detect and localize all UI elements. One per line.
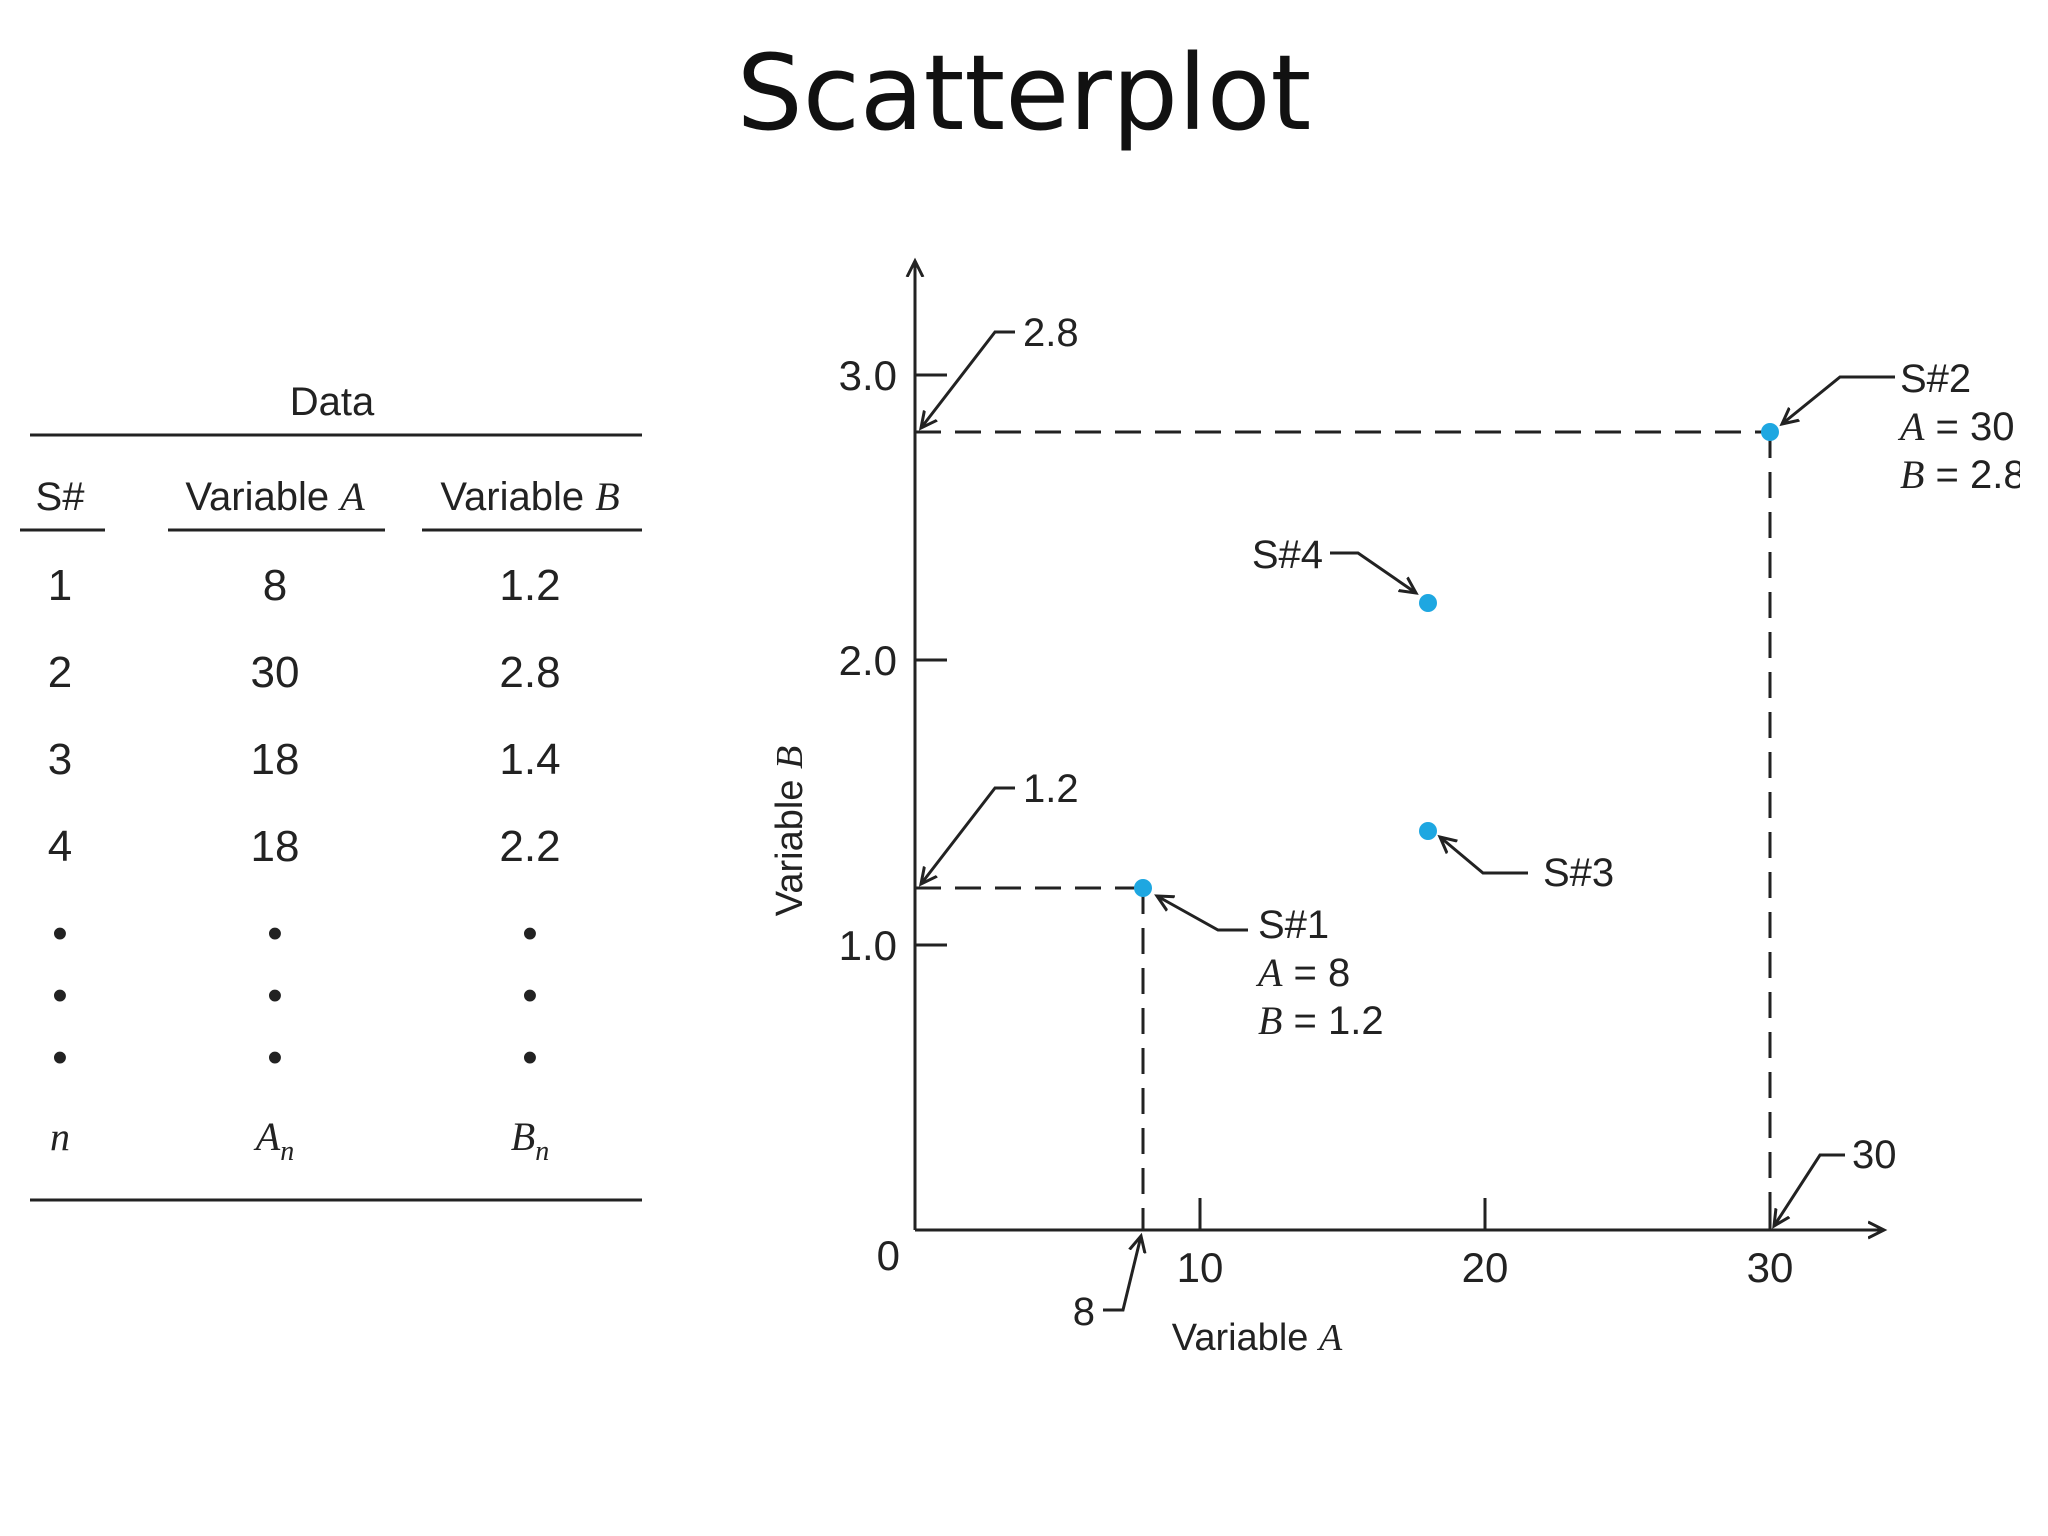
- y-tick-label: 1.0: [839, 922, 897, 969]
- data-point: [1761, 423, 1779, 441]
- x-tick-label: 10: [1177, 1244, 1224, 1291]
- table-cell: 1.4: [499, 735, 560, 784]
- table-last-cell-0: n: [50, 1114, 70, 1159]
- point-label: S#2: [1900, 357, 1971, 401]
- table-ellipsis: •: [52, 909, 67, 958]
- table-ellipsis: •: [522, 909, 537, 958]
- x-tick-label: 30: [1747, 1244, 1794, 1291]
- y-tick-label: 2.0: [839, 637, 897, 684]
- y-value-marker-arrow: [921, 786, 1015, 884]
- table-header-2: Variable B: [440, 474, 619, 519]
- origin-label: 0: [877, 1232, 900, 1279]
- point-annotation-arrow: [1330, 551, 1416, 593]
- point-label: S#3: [1543, 851, 1614, 895]
- point-detail: B = 1.2: [1258, 998, 1384, 1043]
- table-caption: Data: [290, 380, 375, 424]
- table-ellipsis: •: [267, 971, 282, 1020]
- table-ellipsis: •: [522, 1033, 537, 1082]
- table-cell: 1.2: [499, 561, 560, 610]
- table-cell: 18: [251, 822, 300, 871]
- x-value-marker-label: 8: [1073, 1290, 1095, 1334]
- slide-title: Scatterplot: [736, 32, 1312, 154]
- table-ellipsis: •: [52, 971, 67, 1020]
- table-cell: 2.2: [499, 822, 560, 871]
- y-value-marker-label: 2.8: [1023, 311, 1079, 355]
- table-cell: 30: [251, 648, 300, 697]
- table-last-cell-2: Bn: [511, 1114, 549, 1167]
- x-tick-label: 20: [1462, 1244, 1509, 1291]
- point-annotation-arrow: [1440, 837, 1528, 875]
- table-ellipsis: •: [52, 1033, 67, 1082]
- data-point: [1419, 822, 1437, 840]
- table-ellipsis: •: [267, 909, 282, 958]
- table-header-1: Variable A: [185, 474, 365, 519]
- data-point: [1419, 594, 1437, 612]
- x-value-marker-arrow: [1103, 1236, 1141, 1312]
- table-cell: 1: [48, 561, 72, 610]
- y-tick-label: 3.0: [839, 352, 897, 399]
- point-detail: A = 8: [1255, 950, 1350, 995]
- point-detail: B = 2.8: [1900, 452, 2020, 497]
- table-cell: 2.8: [499, 648, 560, 697]
- y-axis-label: Variable B: [769, 746, 811, 916]
- x-value-marker-arrow: [1774, 1153, 1845, 1226]
- x-axis-label: Variable A: [1172, 1317, 1343, 1359]
- y-value-marker-label: 1.2: [1023, 767, 1079, 811]
- table-cell: 4: [48, 822, 72, 871]
- point-annotation-arrow: [1157, 896, 1248, 932]
- y-value-marker-arrow: [921, 330, 1015, 428]
- point-annotation-arrow: [1782, 375, 1895, 424]
- table-header-0: S#: [36, 475, 86, 519]
- table-ellipsis: •: [522, 971, 537, 1020]
- table-cell: 2: [48, 648, 72, 697]
- table-ellipsis: •: [267, 1033, 282, 1082]
- data-point: [1134, 879, 1152, 897]
- point-label: S#4: [1252, 533, 1323, 577]
- scatterplot-chart: 10 20 30 1.0 2.0 3.0 0 Variable A Variable B 1.2 8…: [769, 230, 2020, 1359]
- x-value-marker-label: 30: [1852, 1133, 1897, 1177]
- table-cell: 18: [251, 735, 300, 784]
- point-label: S#1: [1258, 903, 1329, 947]
- table-cell: 3: [48, 735, 72, 784]
- point-detail: A = 30: [1897, 404, 2015, 449]
- table-cell: 8: [263, 561, 287, 610]
- table-last-cell-1: An: [253, 1114, 294, 1167]
